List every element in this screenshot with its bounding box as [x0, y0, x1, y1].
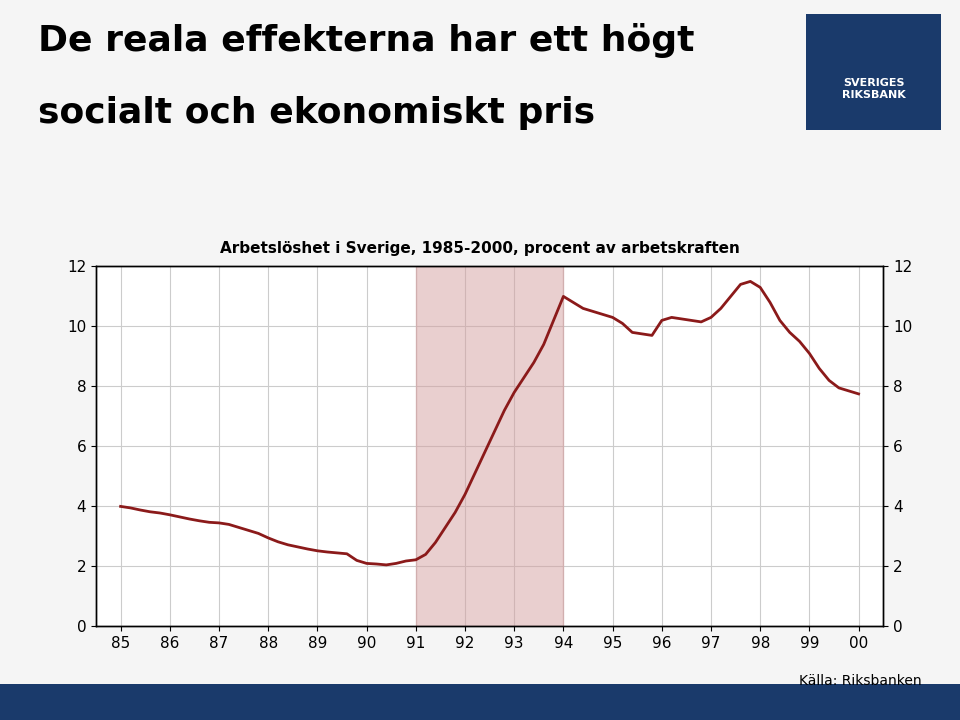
Bar [416, 266, 564, 626]
Text: socialt och ekonomiskt pris: socialt och ekonomiskt pris [38, 96, 595, 130]
Text: Källa: Riksbanken: Källa: Riksbanken [799, 674, 922, 688]
Text: SVERIGES
RIKSBANK: SVERIGES RIKSBANK [842, 78, 905, 100]
Text: De reala effekterna har ett högt: De reala effekterna har ett högt [38, 22, 695, 58]
Text: Arbetslöshet i Sverige, 1985-2000, procent av arbetskraften: Arbetslöshet i Sverige, 1985-2000, proce… [220, 240, 740, 256]
